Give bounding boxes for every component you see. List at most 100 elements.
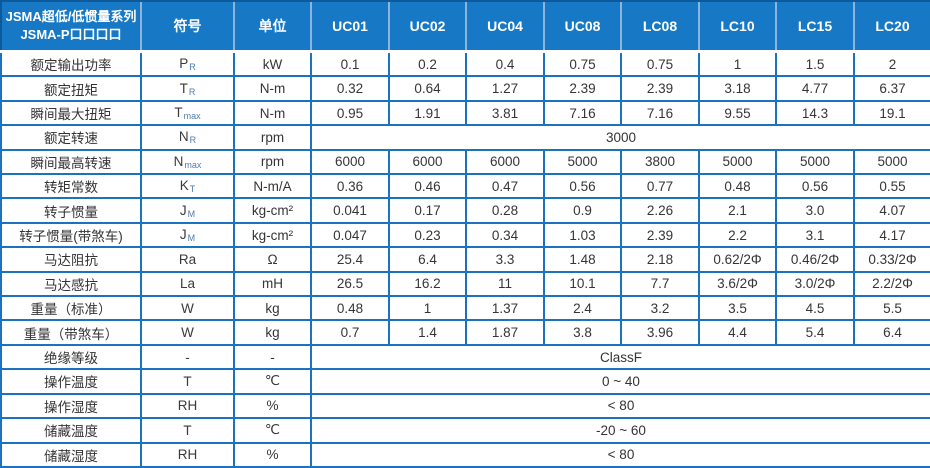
row-value: 4.5 xyxy=(775,295,855,322)
row-value: 0.9 xyxy=(543,197,622,224)
row-symbol: T xyxy=(140,368,235,395)
row-merged-value: 0 ~ 40 xyxy=(310,368,930,395)
row-value: 3.6/2Φ xyxy=(698,270,777,298)
row-value: 2.39 xyxy=(543,75,622,102)
row-label: 马达感抗 xyxy=(0,270,142,298)
row-value: 1 xyxy=(698,50,777,78)
row-value: 0.56 xyxy=(543,173,622,200)
row-value: 3800 xyxy=(620,148,700,176)
symbol-main: T xyxy=(179,80,188,96)
symbol-main: T xyxy=(183,422,192,438)
row-label: 操作湿度 xyxy=(0,392,142,420)
row-unit: kg xyxy=(233,319,312,346)
symbol-subscript: M xyxy=(187,208,196,219)
table-row: 额定输出功率 PR kW 0.1 0.2 0.4 0.75 0.75 1 1.5 2 xyxy=(0,50,930,78)
row-value: 6000 xyxy=(465,148,545,176)
row-value: 1 xyxy=(388,295,467,322)
row-symbol: KT xyxy=(140,173,235,200)
row-value: 25.4 xyxy=(310,246,390,273)
symbol-subscript: T xyxy=(189,184,196,195)
row-value: 9.55 xyxy=(698,99,777,127)
row-symbol: JM xyxy=(140,221,235,249)
column-header-model: LC10 xyxy=(698,0,776,53)
row-symbol: W xyxy=(140,319,235,346)
row-value: 2.1 xyxy=(698,197,777,224)
symbol-main: RH xyxy=(177,398,198,414)
table-row: 操作湿度 RH% < 80 xyxy=(0,392,930,420)
row-value: 0.75 xyxy=(620,50,700,78)
row-value: 0.75 xyxy=(543,50,622,78)
symbol-main: W xyxy=(181,300,194,316)
row-value: 6.4 xyxy=(388,246,467,273)
row-label: 转子惯量 xyxy=(0,197,142,224)
row-value: 0.17 xyxy=(388,197,467,224)
row-label: 额定输出功率 xyxy=(0,50,142,78)
row-unit: mH xyxy=(233,270,312,298)
row-value: 2.2 xyxy=(698,221,777,249)
row-symbol: La xyxy=(140,270,235,298)
row-value: 19.1 xyxy=(853,99,930,127)
row-value: 1.87 xyxy=(465,319,545,346)
row-unit: - xyxy=(233,343,312,371)
series-title-line1: JSMA超低/低惯量系列 xyxy=(5,9,137,25)
row-unit: N-m xyxy=(233,75,312,102)
row-value: 11 xyxy=(465,270,545,298)
row-value: 0.34 xyxy=(465,221,545,249)
row-value: 3.1 xyxy=(775,221,855,249)
table-row: 储藏温度 T ℃ -20 ~ 60 xyxy=(0,417,930,444)
row-value: 26.5 xyxy=(310,270,390,298)
row-value: 0.55 xyxy=(853,173,930,200)
row-value: 2.4 xyxy=(543,295,622,322)
spec-table-body: 额定输出功率 PR kW 0.1 0.2 0.4 0.75 0.75 1 1.5 2 额定扭矩 TR N-… xyxy=(0,50,930,468)
row-unit: kW xyxy=(233,50,312,78)
row-value: 5000 xyxy=(775,148,855,176)
symbol-subscript: R xyxy=(188,86,196,97)
row-value: 6.4 xyxy=(853,319,930,346)
row-value: 3.5 xyxy=(698,295,777,322)
row-value: 1.03 xyxy=(543,221,622,249)
series-title-line2: JSMA-P口口口口 xyxy=(20,27,122,42)
row-value: 0.047 xyxy=(310,221,390,249)
symbol-main: N xyxy=(178,129,189,145)
row-value: 6000 xyxy=(310,148,390,176)
column-header-model: LC15 xyxy=(775,0,854,53)
row-unit: % xyxy=(233,441,312,468)
row-value: 4.77 xyxy=(775,75,855,102)
row-value: 0.041 xyxy=(310,197,390,224)
row-symbol: T xyxy=(140,417,235,444)
table-row: 额定转速 NR rpm 3000 xyxy=(0,124,930,151)
row-value: 0.46 xyxy=(388,173,467,200)
row-value: 5.5 xyxy=(853,295,930,322)
table-row: 瞬间最大扭矩 Tmax N-m 0.95 1.91 3.81 7.16 7.16 9.55 14.… xyxy=(0,99,930,127)
symbol-subscript: max xyxy=(184,159,202,170)
row-unit: N-m/A xyxy=(233,173,312,200)
row-value: 3.18 xyxy=(698,75,777,102)
row-label: 转矩常数 xyxy=(0,173,142,200)
row-value: 0.56 xyxy=(775,173,855,200)
row-label: 重量（带煞车） xyxy=(0,319,142,346)
row-symbol: RH xyxy=(140,441,235,468)
row-symbol: JM xyxy=(140,197,235,224)
row-symbol: TR xyxy=(140,75,235,102)
row-value: 0.28 xyxy=(465,197,545,224)
row-value: 3.96 xyxy=(620,319,700,346)
row-merged-value: -20 ~ 60 xyxy=(310,417,930,444)
column-header-model: UC02 xyxy=(388,0,466,53)
row-unit: N-m xyxy=(233,99,312,127)
row-merged-value: 3000 xyxy=(310,124,930,151)
symbol-main: J xyxy=(179,202,187,218)
column-header-symbol: 符号 xyxy=(140,0,234,53)
row-value: 7.7 xyxy=(620,270,700,298)
row-value: 3.81 xyxy=(465,99,545,127)
row-label: 重量（标准） xyxy=(0,295,142,322)
row-value: 2.39 xyxy=(620,221,700,249)
row-unit: kg-cm² xyxy=(233,197,312,224)
row-value: 0.32 xyxy=(310,75,390,102)
row-value: 14.3 xyxy=(775,99,855,127)
table-row: 转子惯量(带煞车) JM kg-cm² 0.047 0.23 0.34 1.03 2.39 2.… xyxy=(0,221,930,249)
row-value: 5000 xyxy=(853,148,930,176)
row-label: 转子惯量(带煞车) xyxy=(0,221,142,249)
row-merged-value: ClassF xyxy=(310,343,930,371)
